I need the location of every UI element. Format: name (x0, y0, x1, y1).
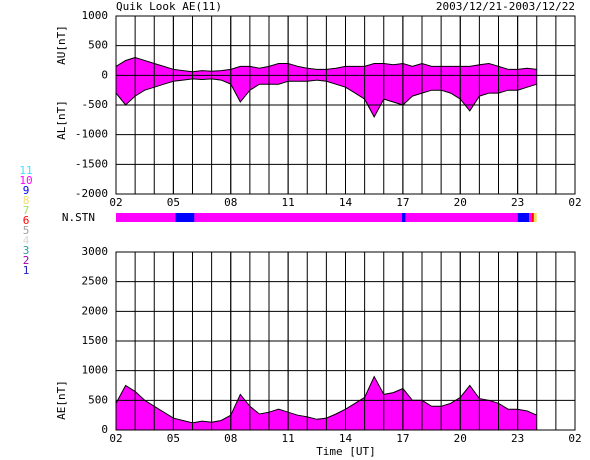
x-tick-label: 08 (224, 196, 237, 209)
x-tick-label: 08 (224, 432, 237, 445)
strip-label: N.STN (62, 211, 95, 224)
area (116, 376, 537, 430)
x-tick-label: 05 (167, 196, 180, 209)
x-tick-label: 14 (339, 432, 353, 445)
legend-entry: 11 (19, 164, 32, 177)
y-tick-label: -1500 (75, 157, 108, 170)
x-tick-label: 14 (339, 196, 353, 209)
legend-entry: 7 (23, 204, 30, 217)
y-tick-label: 500 (88, 393, 108, 406)
x-tick-label: 02 (568, 432, 581, 445)
y-tick-label: 500 (88, 39, 108, 52)
x-tick-label: 17 (396, 432, 409, 445)
x-tick-label: 11 (282, 432, 295, 445)
legend-entry: 4 (23, 234, 30, 247)
legend-entry: 1 (23, 264, 30, 277)
station-count (405, 213, 518, 222)
x-tick-label: 23 (511, 196, 524, 209)
legend-entry: 5 (23, 224, 30, 237)
station-count (531, 213, 534, 222)
y-tick-label: 2500 (82, 275, 109, 288)
station-count (517, 213, 530, 222)
legend-entry: 6 (23, 214, 30, 227)
plot-frame (115, 15, 576, 195)
y-tick-label: 0 (101, 423, 108, 436)
y-tick-label: -500 (82, 98, 109, 111)
legend-entry: 3 (23, 244, 30, 257)
station-count (194, 213, 402, 222)
x-tick-label: 23 (511, 432, 524, 445)
y-axis-label: AU[nT] (55, 25, 68, 65)
station-count (116, 213, 176, 222)
x-tick-label: 02 (568, 196, 581, 209)
area (116, 75, 537, 117)
legend-entry: 10 (19, 174, 32, 187)
plot-frame (115, 251, 576, 431)
x-axis-label: Time [UT] (316, 445, 376, 458)
y-tick-label: 2000 (82, 304, 109, 317)
y-tick-label: 3000 (82, 245, 109, 258)
legend-entry: 9 (23, 184, 30, 197)
y-axis-label: AE[nT] (55, 380, 68, 420)
y-tick-label: 0 (101, 68, 108, 81)
legend-entry: 2 (23, 254, 30, 267)
y-tick-label: -2000 (75, 187, 108, 200)
x-tick-label: 02 (109, 196, 122, 209)
y-tick-label: -1000 (75, 128, 108, 141)
station-count (529, 213, 532, 222)
x-tick-label: 20 (454, 432, 467, 445)
y-axis-label: AL[nT] (55, 100, 68, 140)
x-tick-label: 02 (109, 432, 122, 445)
x-tick-label: 17 (396, 196, 409, 209)
station-count (401, 213, 406, 222)
station-count (533, 213, 537, 222)
y-tick-label: 1500 (82, 334, 109, 347)
chart-title: Quik Look AE(11) (116, 0, 222, 13)
y-tick-label: 1000 (82, 364, 109, 377)
x-tick-label: 05 (167, 432, 180, 445)
date-range: 2003/12/21-2003/12/22 (436, 0, 575, 13)
y-tick-label: 1000 (82, 9, 109, 22)
legend-entry: 8 (23, 194, 30, 207)
x-tick-label: 20 (454, 196, 467, 209)
x-tick-label: 11 (282, 196, 295, 209)
station-count (175, 213, 195, 222)
